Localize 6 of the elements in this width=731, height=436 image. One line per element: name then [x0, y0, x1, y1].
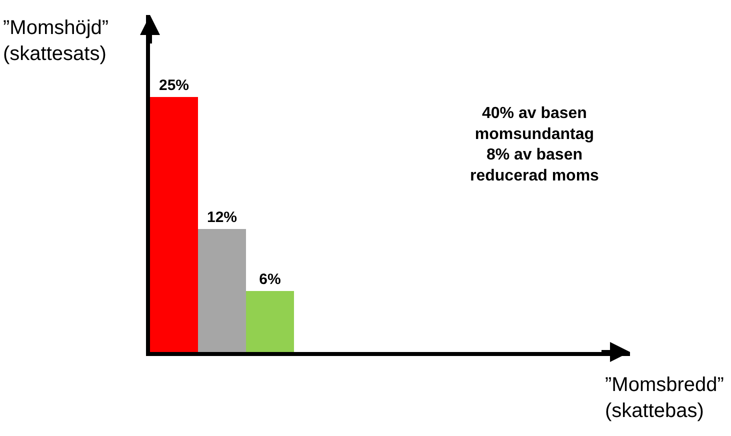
data-label: 6% [259, 271, 281, 288]
data-label: 12% [206, 209, 238, 226]
text: ”Momsbredd” (skattebas) [605, 374, 724, 422]
text: ”Momshöjd” (skattesats) [3, 17, 109, 65]
text: 40% av basen momsundantag 8% av basen reducerad moms [470, 105, 600, 184]
data-label: 25% [158, 77, 190, 94]
